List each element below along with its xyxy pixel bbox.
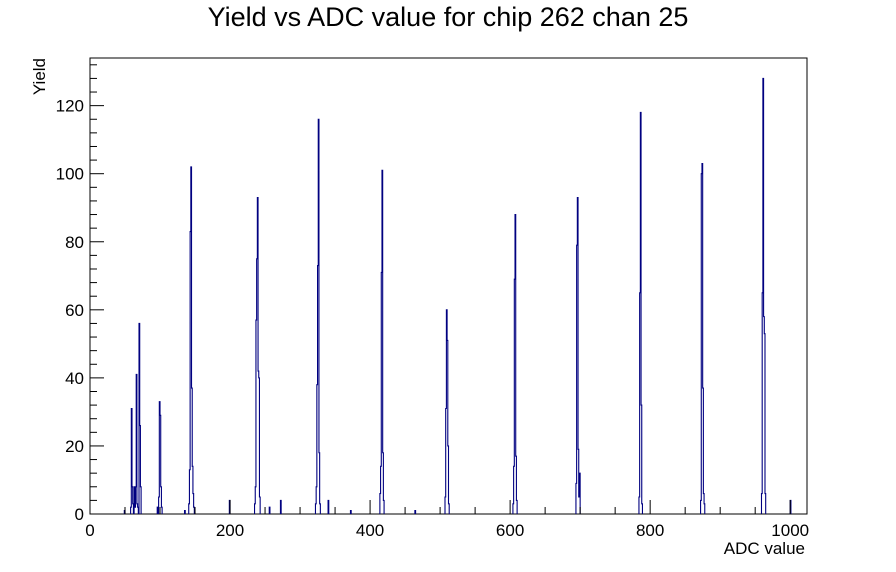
x-tick-label: 0 [85, 521, 94, 540]
y-tick-label: 20 [65, 437, 84, 456]
y-tick-label: 120 [56, 97, 84, 116]
x-tick-label: 800 [636, 521, 664, 540]
y-tick-label: 0 [75, 505, 84, 524]
histogram-layer [123, 77, 792, 514]
y-tick-label: 40 [65, 369, 84, 388]
chart-title: Yield vs ADC value for chip 262 chan 25 [207, 2, 689, 32]
y-tick-label: 60 [65, 301, 84, 320]
x-tick-label: 600 [496, 521, 524, 540]
x-tick-label: 200 [216, 521, 244, 540]
y-tick-label: 100 [56, 165, 84, 184]
y-tick-label: 80 [65, 233, 84, 252]
x-axis-title: ADC value [724, 539, 805, 558]
x-axis-ticks: 0 200 400 600 800 1000 [85, 500, 809, 540]
y-axis-ticks: 0 20 40 60 80 100 120 [56, 64, 104, 524]
histogram-series-0 [123, 77, 792, 514]
x-tick-label: 400 [356, 521, 384, 540]
x-tick-label: 1000 [771, 521, 809, 540]
plot-frame [89, 57, 808, 515]
y-axis-title: Yield [30, 58, 49, 95]
